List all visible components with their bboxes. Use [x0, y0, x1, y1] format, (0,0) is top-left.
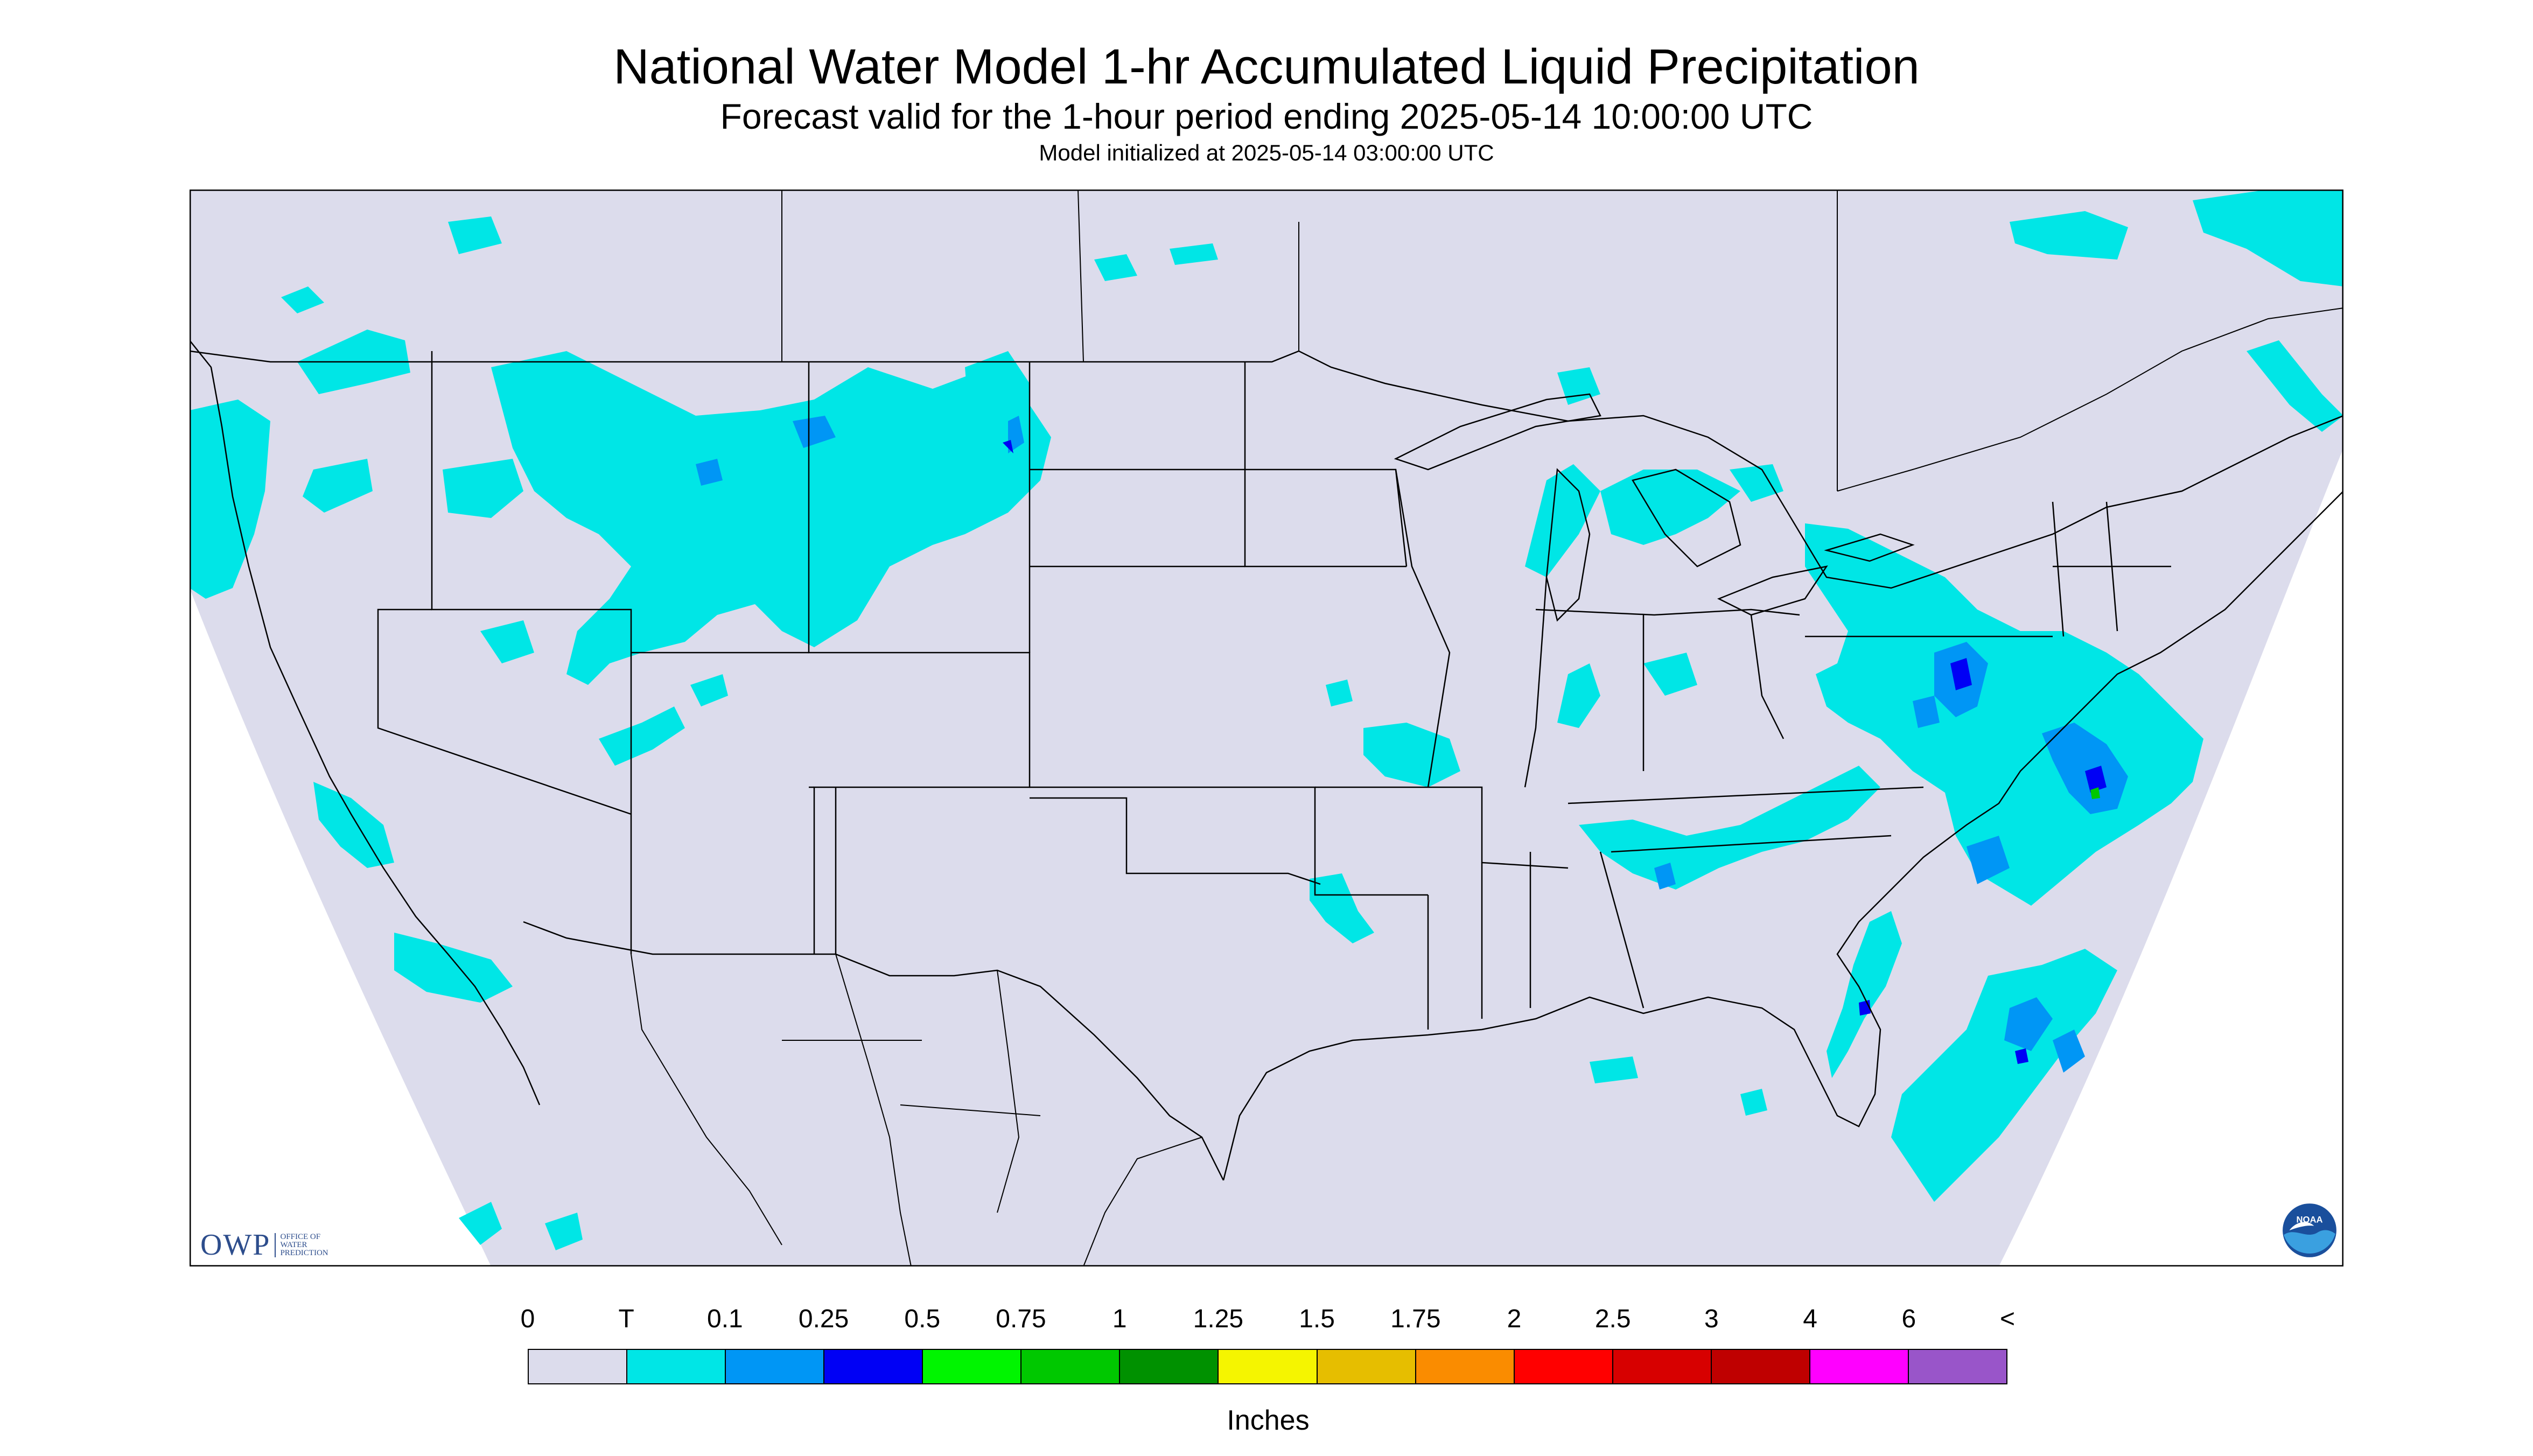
- legend-label: 0: [520, 1305, 535, 1333]
- owp-logo: OWP OFFICE OF WATER PREDICTION: [200, 1228, 328, 1262]
- legend-label: 0.5: [904, 1305, 941, 1333]
- legend-swatch: [1514, 1350, 1613, 1383]
- state-boundaries: [190, 340, 2343, 1181]
- legend-label: 3: [1704, 1305, 1719, 1333]
- legend-swatch: [1416, 1350, 1515, 1383]
- legend-label: T: [618, 1305, 634, 1333]
- map-subtitle: Forecast valid for the 1-hour period end…: [720, 96, 1813, 136]
- legend-label: 0.25: [798, 1305, 849, 1333]
- outside-domain-right: [1999, 448, 2343, 1266]
- legend-label: 4: [1803, 1305, 1817, 1333]
- legend-swatch: [726, 1350, 825, 1383]
- map-frame: [190, 190, 2343, 1266]
- legend-swatch: [627, 1350, 726, 1383]
- legend-label: 2: [1507, 1305, 1522, 1333]
- legend-label: 1: [1112, 1305, 1127, 1333]
- map-title: National Water Model 1-hr Accumulated Li…: [613, 39, 1920, 94]
- great-lakes: [1394, 393, 1915, 622]
- precipitation-map[interactable]: [190, 190, 2343, 1266]
- legend-swatch: [1219, 1350, 1318, 1383]
- legend-swatch: [529, 1350, 628, 1383]
- legend-swatch: [1317, 1350, 1416, 1383]
- canada-boundaries: [781, 190, 2343, 492]
- model-init-time: Model initialized at 2025-05-14 03:00:00…: [1039, 140, 1494, 165]
- outside-domain-left: [190, 588, 491, 1266]
- legend-swatch: [1908, 1350, 2006, 1383]
- legend-label: 2.5: [1594, 1305, 1631, 1333]
- legend-swatch: [1810, 1350, 1909, 1383]
- legend-label: 6: [1901, 1305, 1916, 1333]
- legend-swatch: [1120, 1350, 1219, 1383]
- legend-swatch: [1711, 1350, 1810, 1383]
- noaa-logo: NOAA: [2283, 1203, 2336, 1257]
- noaa-logo-text: NOAA: [2297, 1214, 2323, 1224]
- precipitation-areas: [190, 190, 2343, 1250]
- legend-label: 0.75: [996, 1305, 1046, 1333]
- legend-units: Inches: [1227, 1405, 1310, 1436]
- legend-label: 0.1: [707, 1305, 743, 1333]
- legend-label: 1.5: [1299, 1305, 1335, 1333]
- owp-logo-text: OWP: [200, 1228, 271, 1262]
- mexico-boundaries: [631, 954, 1202, 1266]
- legend-color-bar: [528, 1349, 2007, 1384]
- owp-logo-subtext: OFFICE OF WATER PREDICTION: [275, 1233, 328, 1257]
- legend-label: 1.75: [1390, 1305, 1441, 1333]
- legend-swatch: [1021, 1350, 1121, 1383]
- legend-swatch: [824, 1350, 923, 1383]
- legend-label: <: [1999, 1305, 2016, 1333]
- legend-swatch: [923, 1350, 1022, 1383]
- legend-swatch: [1613, 1350, 1712, 1383]
- legend-label: 1.25: [1193, 1305, 1244, 1333]
